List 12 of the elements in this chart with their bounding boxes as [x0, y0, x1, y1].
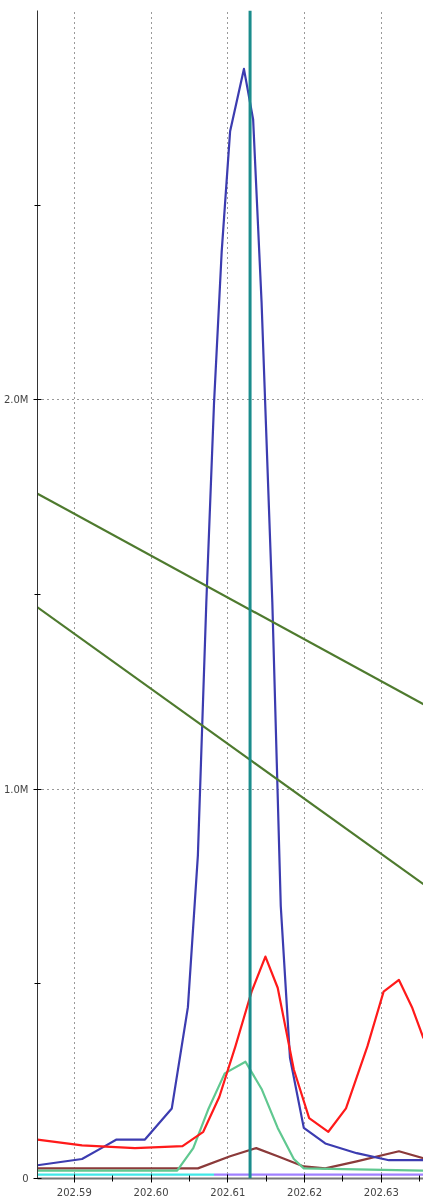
x-tick-label: 202.61	[210, 1186, 246, 1198]
y-tick-label: 1.0M	[3, 783, 29, 795]
line-series	[37, 955, 423, 1150]
y-tick-label: 0	[22, 1173, 29, 1184]
line-series	[37, 1060, 423, 1172]
line-series	[37, 67, 423, 1167]
x-tick-label: 202.62	[287, 1186, 323, 1198]
y-tick-label: 2.0M	[3, 394, 29, 406]
x-tick-label: 202.63	[363, 1186, 399, 1198]
line-series	[37, 1147, 423, 1170]
x-tick-label: 202.59	[56, 1186, 92, 1198]
x-tick-label: 202.60	[133, 1186, 169, 1198]
